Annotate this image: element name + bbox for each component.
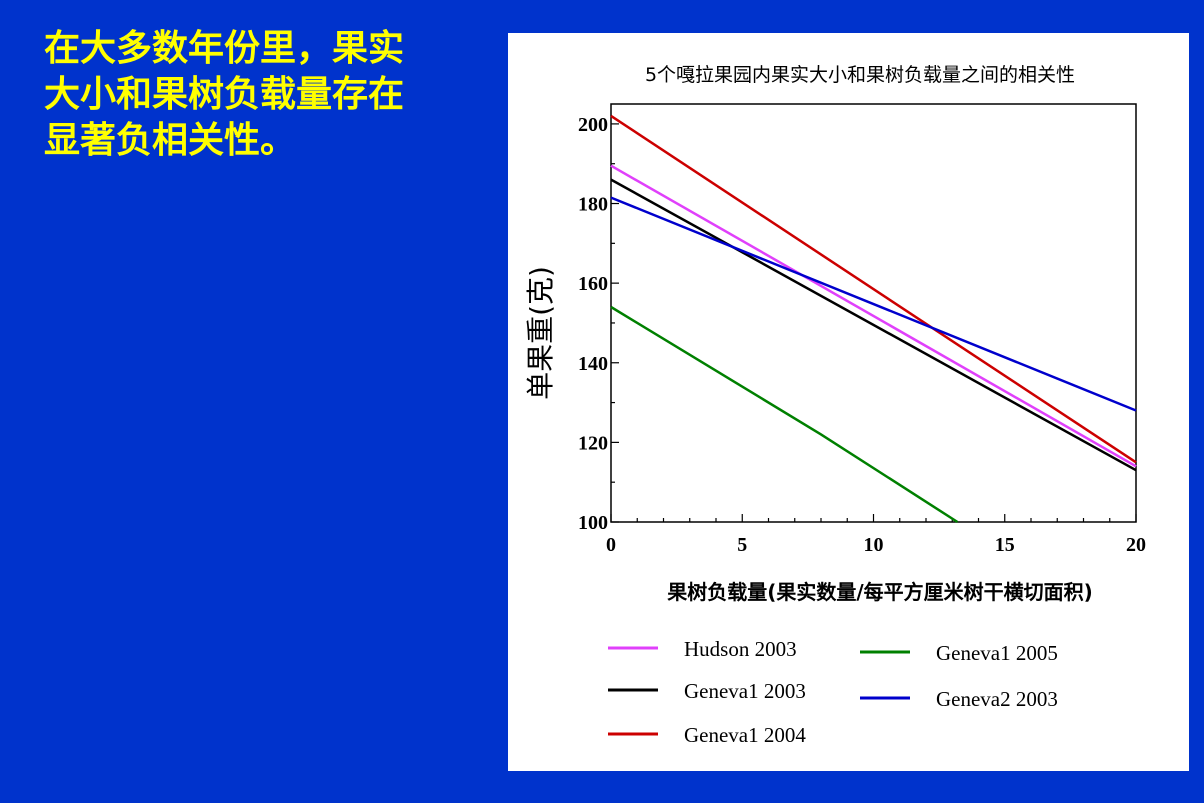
slide-text-line: 大小和果树负载量存在 bbox=[44, 74, 405, 115]
series-line bbox=[610, 164, 1137, 468]
x-axis-title: 果树负载量(果实数量/每平方厘米树干横切面积) bbox=[667, 580, 1093, 604]
x-tick-label: 5 bbox=[737, 534, 747, 556]
chart-panel: 5个嘎拉果园内果实大小和果树负载量之间的相关性 0 5 10 15 20 100 120 14… bbox=[508, 33, 1189, 771]
x-tick-label: 15 bbox=[995, 534, 1015, 556]
y-tick-label: 120 bbox=[578, 432, 608, 454]
x-tick-label: 20 bbox=[1126, 534, 1146, 556]
legend-label: Geneva1 2003 bbox=[684, 679, 806, 703]
series-line bbox=[610, 178, 1137, 472]
legend-label: Geneva1 2004 bbox=[684, 723, 806, 747]
slide-text-line: 在大多数年份里，果实 bbox=[44, 28, 405, 69]
x-tick-label: 0 bbox=[606, 534, 616, 556]
x-tick-label: 10 bbox=[864, 534, 884, 556]
y-tick-label: 140 bbox=[578, 353, 608, 375]
series-line bbox=[610, 196, 1137, 412]
chart-title: 5个嘎拉果园内果实大小和果树负载量之间的相关性 bbox=[645, 64, 1075, 86]
y-tick-label: 100 bbox=[578, 512, 608, 534]
legend-label: Hudson 2003 bbox=[684, 637, 797, 661]
y-axis-title: 单果重(克) bbox=[524, 266, 557, 400]
legend-label: Geneva1 2005 bbox=[936, 641, 1058, 665]
legend-label: Geneva2 2003 bbox=[936, 687, 1058, 711]
y-tick-label: 160 bbox=[578, 273, 608, 295]
line-chart: 5个嘎拉果园内果实大小和果树负载量之间的相关性 0 5 10 15 20 100 120 14… bbox=[524, 64, 1146, 747]
slide-text: 在大多数年份里，果实 大小和果树负载量存在 显著负相关性。 bbox=[44, 26, 474, 164]
y-tick-label: 180 bbox=[578, 194, 608, 216]
legend: Hudson 2003 Geneva1 2003 Geneva1 2004 Genev… bbox=[608, 637, 1058, 747]
series-line bbox=[610, 114, 1137, 464]
series-line bbox=[610, 305, 959, 524]
slide-text-line: 显著负相关性。 bbox=[44, 120, 297, 161]
y-tick-label: 200 bbox=[578, 114, 608, 136]
